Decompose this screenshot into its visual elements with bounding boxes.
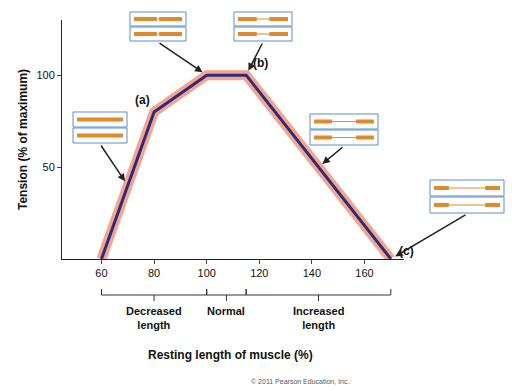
svg-text:100: 100	[198, 267, 216, 279]
svg-text:(a): (a)	[135, 93, 150, 107]
svg-text:60: 60	[95, 267, 107, 279]
svg-text:50: 50	[43, 161, 55, 173]
svg-text:80: 80	[148, 267, 160, 279]
svg-text:Normal: Normal	[207, 305, 245, 317]
svg-text:(b): (b)	[253, 56, 268, 70]
svg-text:Increasedlength: Increasedlength	[293, 305, 344, 331]
svg-text:(c): (c)	[399, 244, 414, 258]
svg-text:120: 120	[250, 267, 268, 279]
svg-text:100: 100	[36, 69, 54, 81]
svg-text:Resting length of muscle (%): Resting length of muscle (%)	[148, 348, 313, 362]
svg-text:160: 160	[355, 267, 373, 279]
svg-text:Decreasedlength: Decreasedlength	[126, 305, 182, 331]
svg-text:Tension (% of maximum): Tension (% of maximum)	[16, 69, 30, 210]
svg-text:© 2011 Pearson Education, Inc.: © 2011 Pearson Education, Inc.	[251, 378, 349, 385]
svg-text:140: 140	[303, 267, 321, 279]
